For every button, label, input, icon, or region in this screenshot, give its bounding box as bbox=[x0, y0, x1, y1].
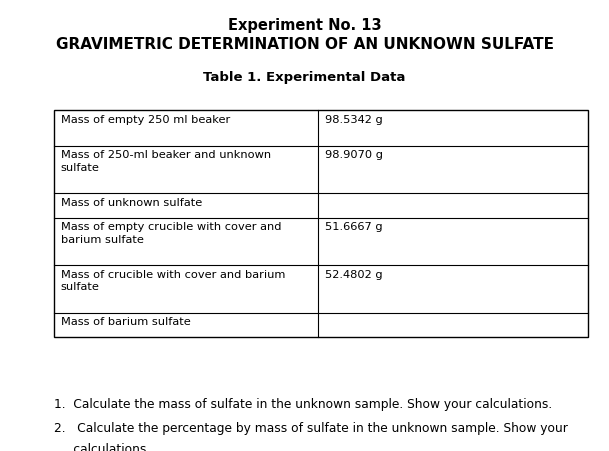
Text: Mass of empty 250 ml beaker: Mass of empty 250 ml beaker bbox=[61, 115, 230, 125]
Text: 51.6667 g: 51.6667 g bbox=[325, 222, 383, 232]
Text: 98.9070 g: 98.9070 g bbox=[325, 150, 383, 160]
Text: Mass of 250-ml beaker and unknown
sulfate: Mass of 250-ml beaker and unknown sulfat… bbox=[61, 150, 271, 173]
Text: GRAVIMETRIC DETERMINATION OF AN UNKNOWN SULFATE: GRAVIMETRIC DETERMINATION OF AN UNKNOWN … bbox=[55, 37, 554, 52]
Text: Mass of barium sulfate: Mass of barium sulfate bbox=[61, 317, 191, 327]
Text: Mass of unknown sulfate: Mass of unknown sulfate bbox=[61, 198, 202, 207]
Text: Experiment No. 13: Experiment No. 13 bbox=[228, 18, 381, 33]
Text: Mass of crucible with cover and barium
sulfate: Mass of crucible with cover and barium s… bbox=[61, 270, 285, 293]
Text: calculations.: calculations. bbox=[54, 443, 150, 451]
Bar bbox=[54, 110, 588, 337]
Text: 98.5342 g: 98.5342 g bbox=[325, 115, 383, 125]
Text: 1.  Calculate the mass of sulfate in the unknown sample. Show your calculations.: 1. Calculate the mass of sulfate in the … bbox=[54, 398, 552, 411]
Text: 52.4802 g: 52.4802 g bbox=[325, 270, 383, 280]
Text: Table 1. Experimental Data: Table 1. Experimental Data bbox=[203, 71, 406, 84]
Text: 2.   Calculate the percentage by mass of sulfate in the unknown sample. Show you: 2. Calculate the percentage by mass of s… bbox=[54, 422, 568, 435]
Text: Mass of empty crucible with cover and
barium sulfate: Mass of empty crucible with cover and ba… bbox=[61, 222, 281, 245]
